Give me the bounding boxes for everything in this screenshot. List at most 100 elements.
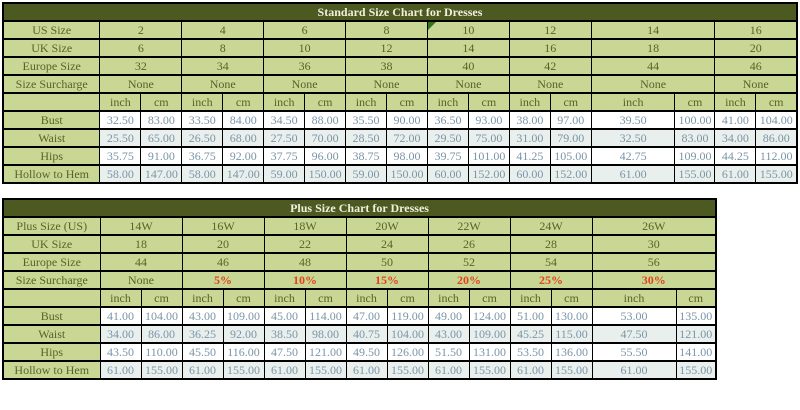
row-label: Hips [2, 146, 101, 166]
measure-inch-cell: 37.75 [263, 146, 306, 166]
size-value-cell: None [426, 74, 510, 94]
size-value-cell: 30 [591, 234, 717, 254]
measure-cm-cell: 88.00 [304, 110, 347, 130]
size-value-cell: 20 [714, 38, 798, 58]
measure-cm-cell: 110.00 [140, 342, 183, 362]
measure-cm-cell: 104.00 [140, 306, 183, 326]
unit-cm-header: cm [304, 92, 347, 112]
measure-inch-cell: 58.00 [99, 164, 142, 184]
measure-cm-cell: 155.00 [304, 360, 347, 380]
size-value-cell: 15% [345, 270, 429, 290]
measure-inch-cell: 53.00 [591, 306, 677, 326]
measure-cm-cell: 109.00 [222, 306, 265, 326]
measure-cm-cell: 65.00 [140, 128, 183, 148]
measure-inch-cell: 27.50 [263, 128, 306, 148]
measure-inch-cell: 49.00 [427, 306, 470, 326]
measure-cm-cell: 104.00 [386, 324, 429, 344]
row-label: Europe Size [2, 252, 101, 272]
unit-cm-header: cm [674, 92, 716, 112]
size-value-cell: 12 [345, 38, 428, 58]
measure-cm-cell: 105.00 [549, 146, 592, 166]
measure-cm-cell: 86.00 [755, 128, 798, 148]
size-value-cell: 20% [427, 270, 511, 290]
size-value-cell: 48 [263, 252, 347, 272]
measure-cm-cell: 152.00 [467, 164, 510, 184]
row-label: Bust [2, 110, 101, 130]
size-value-cell: None [99, 270, 183, 290]
size-value-cell: 52 [427, 252, 511, 272]
measure-cm-cell: 79.00 [549, 128, 592, 148]
size-value-cell: 14 [426, 38, 510, 58]
measure-cm-cell: 155.00 [140, 360, 183, 380]
unit-inch-header: inch [714, 92, 757, 112]
table-title: Standard Size Chart for Dresses [2, 2, 798, 22]
measure-cm-cell: 152.00 [549, 164, 592, 184]
row-label: Hollow to Hem [2, 360, 101, 380]
size-value-cell: 8 [181, 38, 265, 58]
size-value-cell: 40 [426, 56, 510, 76]
measure-cm-cell: 75.00 [467, 128, 510, 148]
unit-inch-header: inch [426, 92, 469, 112]
measure-inch-cell: 41.25 [508, 146, 551, 166]
row-label: Hollow to Hem [2, 164, 101, 184]
size-value-cell: None [508, 74, 592, 94]
size-value-cell: None [99, 74, 183, 94]
measure-cm-cell: 155.00 [755, 164, 798, 184]
measure-cm-cell: 121.00 [304, 342, 347, 362]
measure-inch-cell: 43.00 [427, 324, 470, 344]
plus-size-chart-table: Plus Size Chart for Dresses Plus Size (US… [2, 198, 717, 380]
size-value-cell: None [345, 74, 428, 94]
measure-inch-cell: 25.50 [99, 128, 142, 148]
unit-row-label [2, 92, 101, 112]
measure-cm-cell: 131.00 [468, 342, 511, 362]
measure-cm-cell: 72.00 [386, 128, 428, 148]
measure-cm-cell: 155.00 [675, 360, 717, 380]
unit-inch-header: inch [263, 92, 306, 112]
measure-inch-cell: 61.00 [427, 360, 470, 380]
size-value-cell: 46 [181, 252, 265, 272]
measure-cm-cell: 101.00 [467, 146, 510, 166]
unit-inch-header: inch [345, 288, 388, 308]
unit-cm-header: cm [222, 288, 265, 308]
measure-cm-cell: 155.00 [550, 360, 593, 380]
measure-cm-cell: 155.00 [222, 360, 265, 380]
measure-cm-cell: 147.00 [140, 164, 183, 184]
row-label: Size Surcharge [2, 74, 101, 94]
measure-inch-cell: 59.00 [345, 164, 388, 184]
measure-cm-cell: 155.00 [468, 360, 511, 380]
measure-cm-cell: 93.00 [467, 110, 510, 130]
measure-inch-cell: 38.50 [263, 324, 306, 344]
size-value-cell: 18 [590, 38, 716, 58]
cell-comment-triangle-icon [428, 23, 436, 30]
unit-cm-header: cm [467, 92, 510, 112]
size-value-cell: 20W [345, 216, 429, 236]
size-value-cell: 34 [181, 56, 265, 76]
size-value-cell: 4 [181, 20, 265, 40]
measure-cm-cell: 155.00 [674, 164, 716, 184]
measure-inch-cell: 33.50 [181, 110, 224, 130]
measure-cm-cell: 141.00 [675, 342, 717, 362]
measure-cm-cell: 112.00 [755, 146, 798, 166]
measure-inch-cell: 61.00 [263, 360, 306, 380]
measure-inch-cell: 47.50 [591, 324, 677, 344]
size-value-cell: 2 [99, 20, 183, 40]
measure-inch-cell: 29.50 [426, 128, 469, 148]
size-value-cell: 24 [345, 234, 429, 254]
measure-cm-cell: 121.00 [675, 324, 717, 344]
size-value-cell: 38 [345, 56, 428, 76]
row-label: Waist [2, 128, 101, 148]
measure-cm-cell: 114.00 [304, 306, 347, 326]
unit-inch-header: inch [99, 288, 142, 308]
measure-inch-cell: 32.50 [99, 110, 142, 130]
row-label: UK Size [2, 234, 101, 254]
row-label: US Size [2, 20, 101, 40]
size-value-cell: 24W [509, 216, 593, 236]
size-value-cell: 20 [181, 234, 265, 254]
unit-inch-header: inch [508, 92, 551, 112]
measure-inch-cell: 55.50 [591, 342, 677, 362]
unit-cm-header: cm [550, 288, 593, 308]
measure-inch-cell: 41.00 [99, 306, 142, 326]
measure-cm-cell: 155.00 [386, 360, 429, 380]
standard-size-chart-table: Standard Size Chart for Dresses US Size 2 4… [2, 2, 798, 184]
measure-cm-cell: 135.00 [675, 306, 717, 326]
